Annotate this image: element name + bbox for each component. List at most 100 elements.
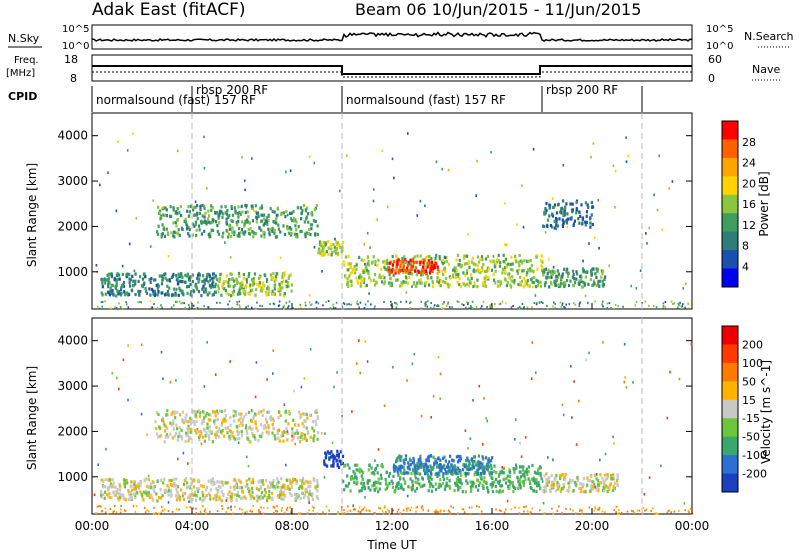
scatter-cell	[457, 300, 460, 303]
scatter-cell	[677, 302, 680, 305]
scatter-cell	[278, 282, 281, 286]
scatter-cell	[225, 212, 228, 216]
scatter-cell	[407, 271, 410, 276]
scatter-cell	[490, 471, 493, 475]
scatter-cell	[261, 480, 264, 484]
scatter-cell	[199, 510, 202, 513]
scatter-cell	[239, 306, 241, 309]
scatter-cell	[178, 275, 181, 279]
scatter-cell	[363, 243, 365, 246]
scatter-cell	[120, 505, 122, 507]
scatter-cell	[484, 456, 488, 460]
scatter-cell	[118, 290, 121, 294]
scatter-cell	[178, 508, 180, 511]
scatter-cell	[202, 493, 205, 497]
scatter-cell	[315, 409, 318, 413]
scatter-cell	[219, 430, 222, 434]
scatter-cell	[401, 283, 404, 287]
scatter-cell	[219, 485, 222, 489]
scatter-cell	[580, 285, 583, 289]
scatter-cell	[597, 267, 600, 271]
scatter-cell	[209, 418, 212, 422]
scatter-cell	[424, 305, 426, 308]
scatter-cell	[608, 485, 611, 490]
scatter-cell	[526, 510, 529, 513]
scatter-cell	[186, 485, 189, 489]
scatter-cell	[183, 491, 187, 496]
scatter-cell	[255, 426, 258, 430]
scatter-cell	[198, 211, 201, 215]
scatter-cell	[606, 472, 609, 477]
scatter-cell	[483, 276, 486, 280]
scatter-cell	[422, 265, 425, 269]
scatter-cell	[158, 512, 160, 515]
scatter-cell	[561, 218, 564, 222]
scatter-cell	[535, 278, 538, 282]
scatter-cell	[245, 204, 248, 208]
scatter-cell	[160, 433, 163, 437]
scatter-cell	[527, 259, 530, 263]
scatter-cell	[293, 389, 295, 393]
scatter-cell	[332, 457, 335, 461]
scatter-cell	[127, 489, 130, 493]
scatter-cell	[540, 301, 543, 303]
scatter-cell	[250, 204, 253, 208]
scatter-cell	[297, 436, 300, 440]
scatter-cell	[206, 293, 209, 297]
scatter-cell	[303, 220, 306, 224]
scatter-cell	[187, 439, 190, 443]
nave-label: Nave	[752, 63, 780, 76]
scatter-cell	[528, 480, 531, 484]
scatter-cell	[208, 435, 211, 439]
scatter-cell	[97, 463, 99, 466]
scatter-cell	[420, 259, 423, 263]
scatter-cell	[678, 377, 681, 381]
scatter-cell	[612, 435, 614, 439]
scatter-cell	[166, 409, 169, 413]
scatter-cell	[456, 253, 459, 257]
scatter-cell	[387, 266, 390, 270]
scatter-cell	[573, 380, 575, 383]
scatter-cell	[164, 489, 167, 493]
scatter-cell	[274, 217, 278, 222]
scatter-cell	[526, 279, 529, 283]
scatter-cell	[308, 492, 311, 496]
scatter-cell	[554, 279, 557, 283]
scatter-cell	[254, 293, 257, 297]
scatter-cell	[525, 505, 527, 508]
cpid-segment-label: normalsound (fast) 157 RF	[96, 93, 256, 107]
scatter-cell	[259, 485, 262, 489]
scatter-cell	[290, 231, 293, 235]
scatter-cell	[107, 282, 110, 286]
scatter-cell	[472, 399, 474, 402]
scatter-cell	[241, 420, 244, 424]
scatter-cell	[546, 304, 548, 307]
scatter-cell	[184, 306, 187, 309]
scatter-cell	[565, 303, 567, 306]
scatter-cell	[187, 304, 190, 306]
scatter-cell	[147, 510, 150, 513]
scatter-cell	[325, 250, 328, 254]
scatter-cell	[197, 487, 200, 491]
scatter-cell	[209, 234, 212, 239]
scatter-cell	[237, 271, 241, 276]
scatter-cell	[275, 272, 278, 276]
scatter-cell	[175, 508, 178, 511]
scatter-cell	[495, 477, 498, 481]
scatter-cell	[207, 479, 210, 483]
scatter-cell	[307, 484, 310, 488]
scatter-cell	[265, 430, 268, 434]
scatter-cell	[445, 304, 448, 307]
scatter-cell	[606, 490, 609, 494]
scatter-cell	[207, 209, 210, 213]
scatter-cell	[312, 509, 314, 512]
scatter-cell	[247, 490, 250, 494]
scatter-cell	[104, 511, 107, 514]
scatter-cell	[356, 463, 359, 467]
scatter-cell	[221, 212, 224, 216]
scatter-cell	[403, 472, 406, 476]
scatter-cell	[415, 284, 418, 289]
scatter-cell	[496, 480, 499, 484]
scatter-cell	[123, 485, 126, 489]
scatter-cell	[531, 306, 533, 309]
